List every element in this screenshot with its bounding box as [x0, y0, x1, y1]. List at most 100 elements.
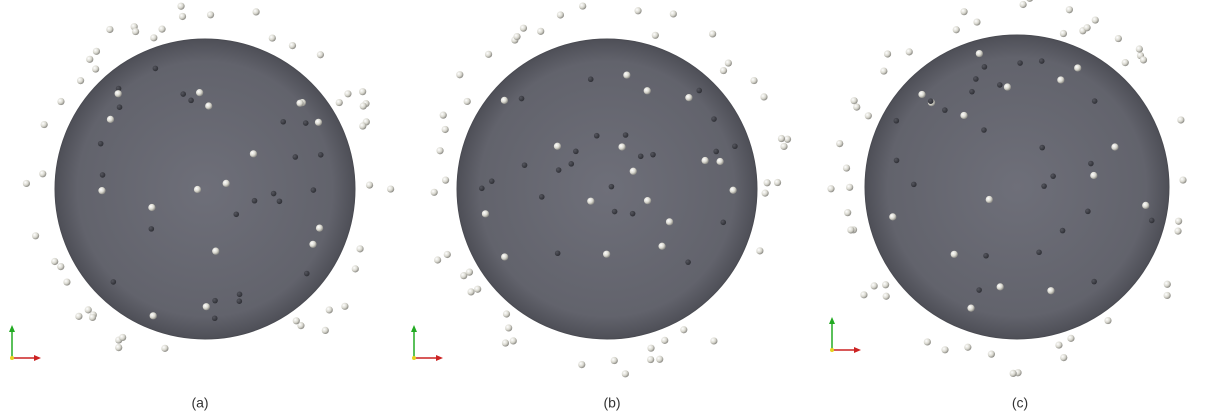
particle — [107, 116, 114, 123]
particle — [843, 164, 850, 171]
panel: (c) — [827, 0, 1186, 411]
particle — [634, 7, 641, 14]
particle — [519, 96, 525, 102]
panel: (b) — [411, 2, 791, 410]
particle — [440, 112, 447, 119]
particle — [880, 67, 887, 74]
particle — [981, 127, 987, 133]
particle — [444, 251, 451, 258]
particle — [644, 197, 651, 204]
particle — [1164, 292, 1171, 299]
particle — [505, 324, 512, 331]
particle — [98, 141, 104, 147]
particle — [685, 259, 691, 265]
particle — [942, 107, 948, 113]
particle — [1084, 24, 1091, 31]
particle — [1017, 60, 1023, 66]
particle — [253, 8, 260, 15]
particle — [537, 28, 544, 35]
particle — [982, 64, 988, 70]
particle — [762, 190, 769, 197]
particle — [997, 82, 1003, 88]
particle — [434, 256, 441, 263]
particle — [237, 292, 243, 298]
particle — [1047, 287, 1054, 294]
particle — [609, 184, 615, 190]
particle — [656, 356, 663, 363]
particle — [318, 152, 324, 158]
particle — [502, 339, 509, 346]
particle — [630, 211, 636, 217]
particle — [986, 196, 993, 203]
particle — [860, 291, 867, 298]
particle — [89, 314, 96, 321]
particle — [205, 102, 212, 109]
particle — [865, 112, 872, 119]
particle — [431, 189, 438, 196]
particle — [98, 187, 105, 194]
particle — [588, 76, 594, 82]
particle — [442, 126, 449, 133]
particle — [964, 344, 971, 351]
particle — [1164, 281, 1171, 288]
particle — [732, 143, 738, 149]
particle — [366, 181, 373, 188]
particle — [650, 152, 656, 158]
particle — [1142, 202, 1149, 209]
particle — [750, 77, 757, 84]
particle — [618, 143, 625, 150]
particle — [289, 42, 296, 49]
particle — [1140, 56, 1147, 63]
particle — [503, 310, 510, 317]
particle — [1177, 116, 1184, 123]
particle — [75, 313, 82, 320]
particle — [177, 3, 184, 10]
particle — [594, 133, 600, 139]
particle — [573, 149, 579, 155]
particle — [316, 224, 323, 231]
particle — [86, 56, 93, 63]
particle — [501, 97, 508, 104]
particle — [988, 351, 995, 358]
particle — [579, 2, 586, 9]
particle — [1010, 370, 1017, 377]
particle — [352, 265, 359, 272]
axis-y — [10, 356, 14, 360]
particle — [1055, 341, 1062, 348]
particle — [884, 50, 891, 57]
particle — [647, 356, 654, 363]
particle — [161, 345, 168, 352]
particle — [150, 34, 157, 41]
particle — [756, 247, 763, 254]
particle — [622, 370, 629, 377]
particle — [322, 327, 329, 334]
particle — [928, 98, 934, 104]
particle — [280, 119, 286, 125]
axis-z-head — [411, 325, 417, 332]
particle — [344, 90, 351, 97]
particle — [359, 122, 366, 129]
sphere — [865, 35, 1169, 339]
particle — [501, 253, 508, 260]
particle — [436, 147, 443, 154]
particle — [212, 248, 219, 255]
particle — [212, 298, 218, 304]
particle — [720, 220, 726, 226]
particle — [1175, 218, 1182, 225]
particle — [652, 32, 659, 39]
particle — [780, 143, 787, 150]
particle — [894, 118, 900, 124]
particle — [1060, 354, 1067, 361]
particle — [1111, 143, 1118, 150]
particle — [713, 149, 719, 155]
particle — [717, 158, 724, 165]
particle — [661, 337, 668, 344]
particle — [1092, 98, 1098, 104]
particle — [623, 71, 630, 78]
particle — [303, 120, 309, 126]
particle — [179, 13, 186, 20]
particle — [1104, 317, 1111, 324]
particle — [92, 65, 99, 72]
particle — [485, 51, 492, 58]
particle — [23, 180, 30, 187]
